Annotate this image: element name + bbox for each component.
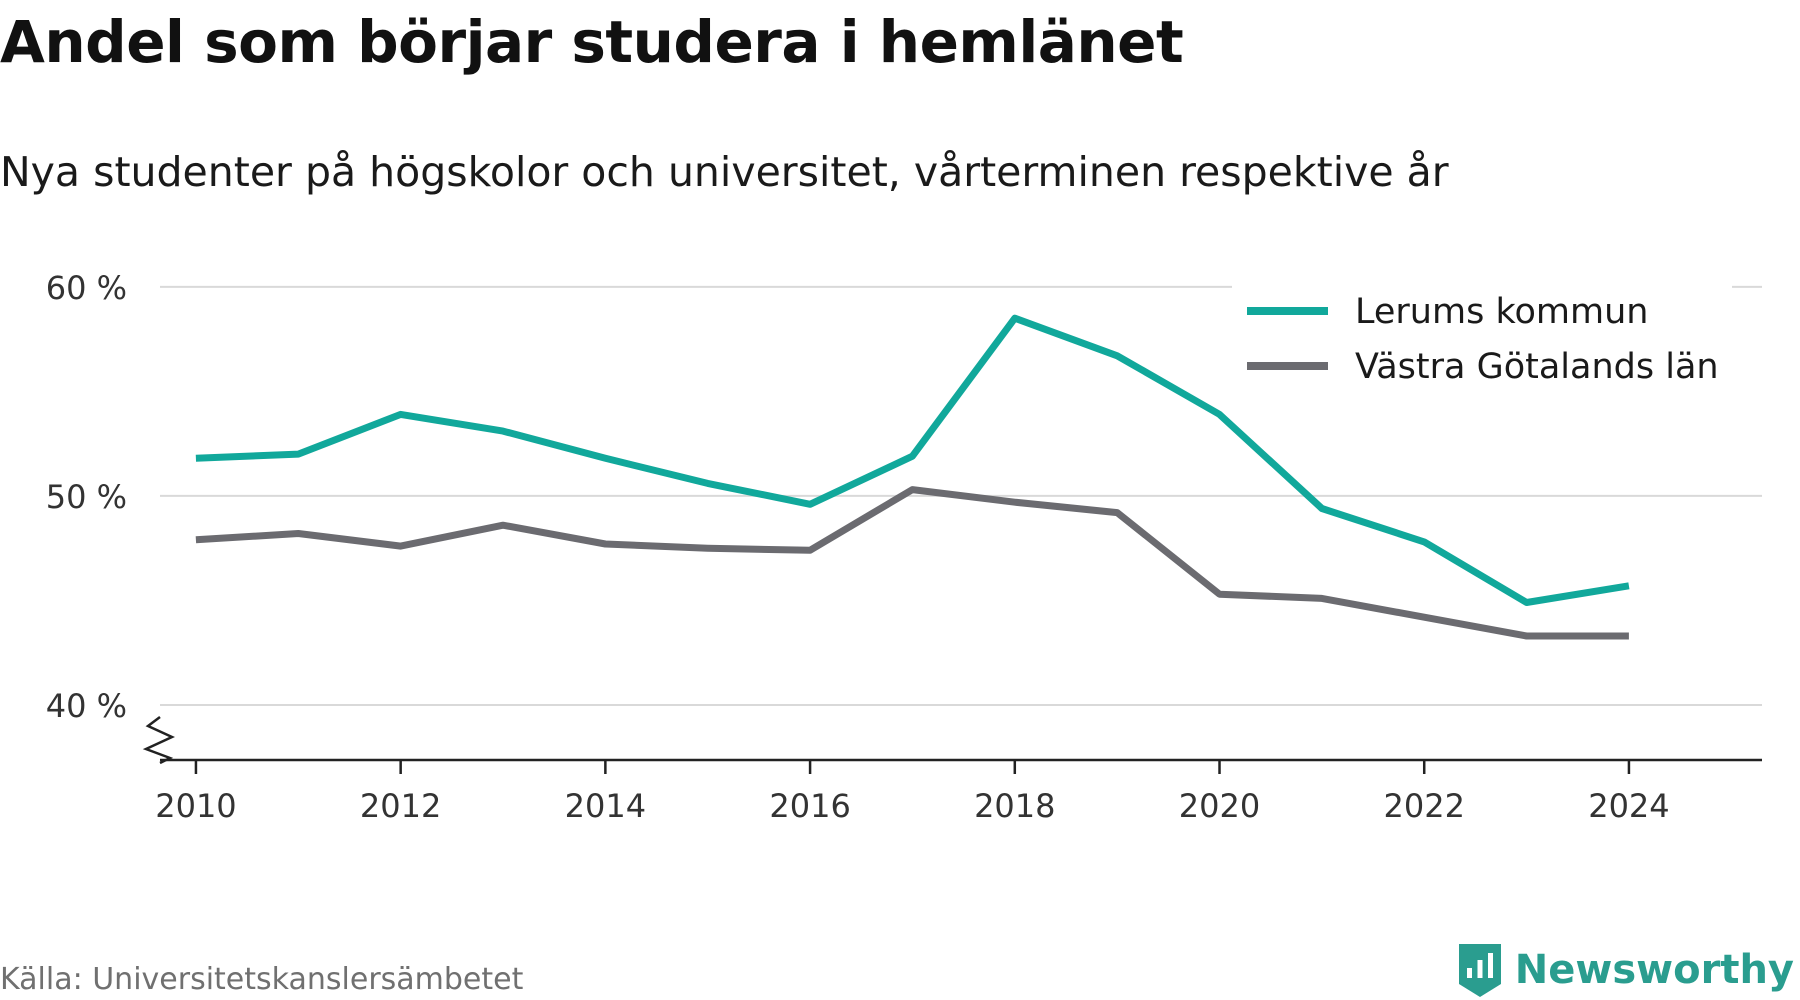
x-tick-label: 2024 [1588, 787, 1669, 825]
axis-break-icon [142, 716, 175, 765]
x-tick-label: 2010 [155, 787, 236, 825]
x-tick-label: 2022 [1384, 787, 1465, 825]
x-tick-label: 2012 [360, 787, 441, 825]
x-tick-label: 2016 [769, 787, 850, 825]
x-axis: 2010 2012 2014 2016 2018 2020 2022 2024 [142, 716, 1762, 825]
legend-label: Västra Götalands län [1355, 347, 1719, 387]
series-line-vastra-gotaland [195, 486, 1629, 640]
legend: Lerums kommun Västra Götalands län [1232, 268, 1732, 388]
y-tick-label: 50 % [46, 478, 127, 516]
x-tick-label: 2018 [974, 787, 1055, 825]
line-chart: 40 % 50 % 60 % 2010 2012 2014 2016 2018 2020 202… [46, 268, 1762, 825]
chart-title: Andel som börjar studera i hemlänet [0, 8, 1184, 76]
brand-name: Newsworthy [1514, 947, 1794, 993]
y-tick-label: 40 % [46, 687, 127, 725]
series-line-lerum [195, 314, 1630, 606]
newsworthy-logo-icon [1458, 944, 1501, 997]
x-tick-label: 2020 [1179, 787, 1260, 825]
source-note: Källa: Universitetskanslersämbetet [0, 962, 524, 997]
legend-label: Lerums kommun [1355, 292, 1648, 332]
y-tick-label: 60 % [46, 269, 127, 307]
brand-logo: Newsworthy [1455, 940, 1794, 1000]
x-tick-label: 2014 [565, 787, 646, 825]
series-lines [195, 314, 1630, 640]
chart-subtitle: Nya studenter på högskolor och universit… [0, 148, 1449, 196]
